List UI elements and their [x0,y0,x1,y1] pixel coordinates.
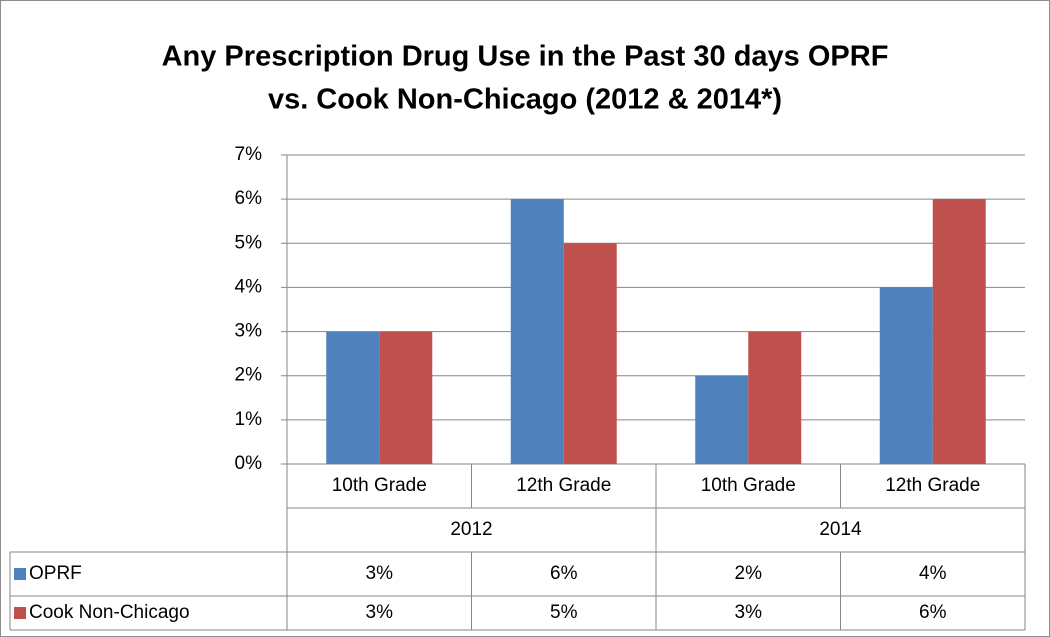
table-value: 6% [919,602,947,623]
y-tick-label: 5% [235,232,263,253]
y-tick-label: 7% [235,144,263,165]
bar [510,199,564,464]
legend-label: Cook Non-Chicago [29,602,190,623]
x-tick-label: 10th Grade [701,475,796,496]
bar [326,331,380,464]
category-group-label: 2014 [819,519,862,540]
bar [379,331,433,464]
table-value: 3% [735,602,763,623]
bar [695,375,749,464]
legend-label: OPRF [29,563,82,584]
table-value: 4% [919,563,947,584]
y-tick-label: 6% [235,188,263,209]
y-tick-label: 3% [235,321,263,342]
table-value: 6% [550,563,578,584]
bar [563,243,617,464]
table-value: 5% [550,602,578,623]
table-value: 2% [735,563,763,584]
y-tick-label: 4% [235,276,263,297]
table-value: 3% [366,563,394,584]
legend-key [14,607,26,619]
table-value: 3% [366,602,394,623]
y-tick-label: 0% [235,453,263,474]
chart-title: vs. Cook Non-Chicago (2012 & 2014*) [268,84,782,116]
x-tick-label: 12th Grade [516,475,611,496]
bar [879,287,933,464]
bar [748,331,802,464]
x-tick-label: 12th Grade [885,475,980,496]
x-tick-label: 10th Grade [332,475,427,496]
y-tick-label: 2% [235,365,263,386]
chart-title: Any Prescription Drug Use in the Past 30… [162,41,889,73]
category-group-label: 2012 [450,519,492,540]
y-tick-label: 1% [235,409,263,430]
bar [932,199,986,464]
legend-key [14,568,26,580]
